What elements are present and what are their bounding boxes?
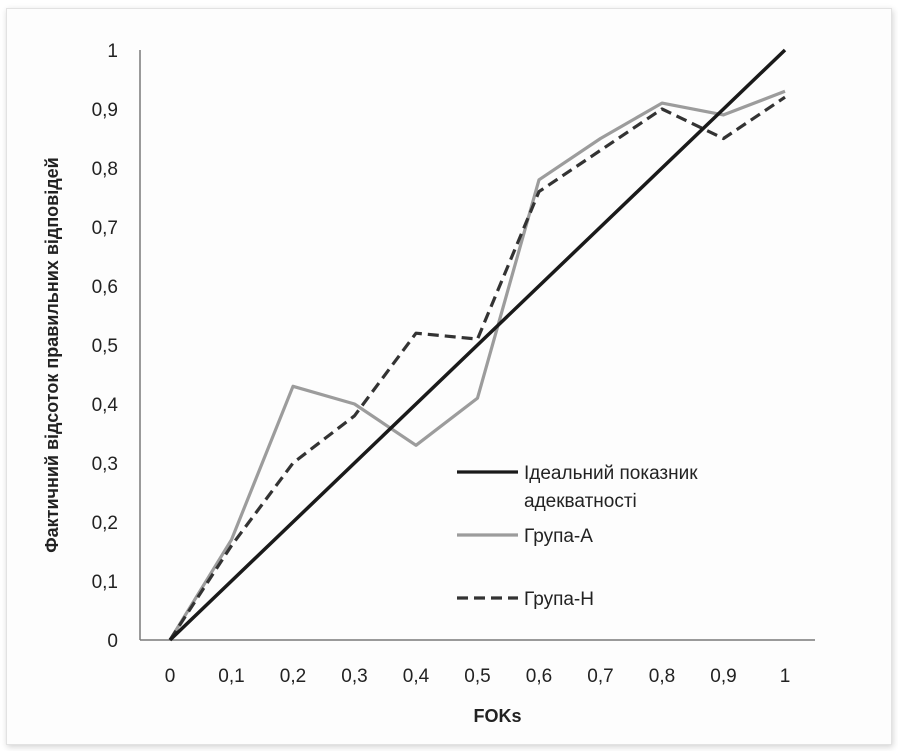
y-tick-label: 0,7 bbox=[92, 218, 118, 239]
y-tick-label: 0,4 bbox=[92, 395, 119, 416]
series-line-0 bbox=[168, 48, 787, 642]
legend-label-0: адекватності bbox=[524, 491, 637, 512]
legend-label-1: Група-А bbox=[524, 526, 593, 547]
y-tick-label: 0,3 bbox=[92, 454, 118, 475]
series-line-1 bbox=[168, 89, 786, 641]
series-line-2 bbox=[168, 95, 786, 641]
tick-labels: 0 0,1 0,2 0,3 0,4 0,5 0,6 0,7 0,8 0,9 1 0 0,1 0,2 0,3 0… bbox=[92, 41, 791, 687]
y-tick-label: 0 bbox=[107, 631, 118, 652]
x-axis-title: FOKs bbox=[473, 706, 521, 726]
legend-label-0: Ідеальний показник bbox=[524, 463, 698, 484]
x-tick-label: 0,8 bbox=[649, 666, 675, 687]
legend-label-2: Група-Н bbox=[524, 589, 594, 610]
y-tick-label: 0,9 bbox=[92, 100, 118, 121]
x-tick-label: 0,4 bbox=[403, 666, 430, 687]
y-tick-label: 0,8 bbox=[92, 159, 118, 180]
legend: Ідеальний показник адекватності Група-А Гру… bbox=[457, 463, 698, 610]
x-tick-label: 0,9 bbox=[710, 666, 736, 687]
y-axis-title: Фактичний відсоток правильних відповідей bbox=[42, 157, 62, 553]
y-tick-label: 1 bbox=[107, 41, 118, 62]
y-tick-label: 0,2 bbox=[92, 513, 118, 534]
x-tick-label: 0,2 bbox=[280, 666, 306, 687]
chart-frame bbox=[6, 8, 892, 745]
x-tick-label: 0,1 bbox=[218, 666, 244, 687]
series-layer bbox=[168, 48, 787, 642]
x-tick-label: 0,6 bbox=[526, 666, 552, 687]
x-tick-label: 0,5 bbox=[464, 666, 490, 687]
y-tick-label: 0,6 bbox=[92, 277, 118, 298]
y-tick-label: 0,5 bbox=[92, 336, 118, 357]
axes bbox=[139, 50, 815, 641]
x-tick-label: 0 bbox=[165, 666, 176, 687]
x-tick-label: 0,3 bbox=[341, 666, 367, 687]
x-tick-label: 0,7 bbox=[587, 666, 613, 687]
y-tick-label: 0,1 bbox=[92, 572, 118, 593]
x-tick-label: 1 bbox=[780, 666, 791, 687]
